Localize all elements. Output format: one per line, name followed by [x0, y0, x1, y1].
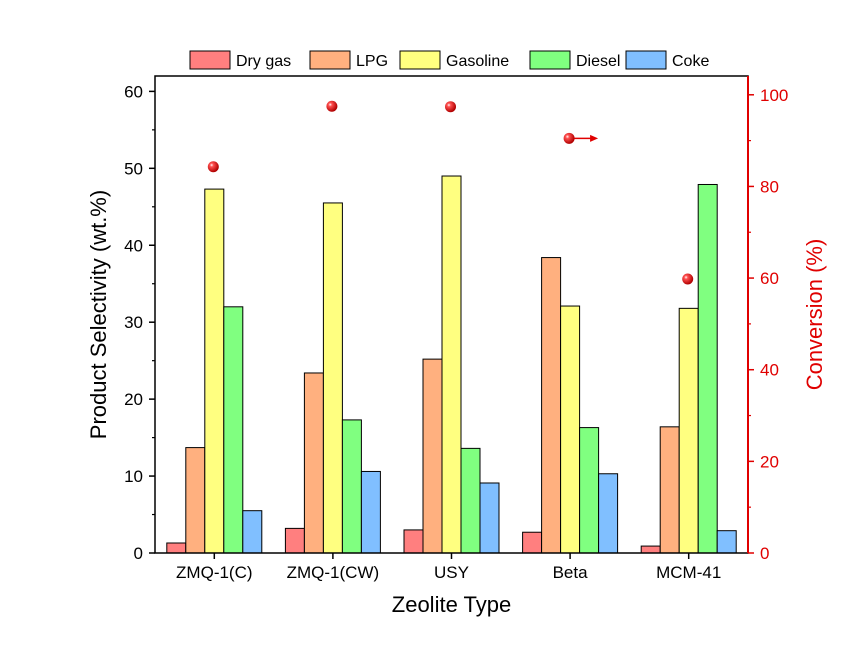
- bar-coke-3: [479, 482, 500, 554]
- x-tick-label: Beta: [553, 563, 589, 582]
- y-tick-label: 40: [124, 236, 143, 255]
- bar-lpg-1: [185, 447, 206, 554]
- y-tick-label: 0: [134, 544, 143, 563]
- y-right-tick-label: 100: [760, 86, 788, 105]
- axis-indicator-arrow-head: [590, 134, 599, 142]
- bar-dry-gas-1: [166, 542, 187, 554]
- x-axis-title: Zeolite Type: [392, 592, 511, 617]
- x-tick-label: ZMQ-1(C): [176, 563, 252, 582]
- conversion-point-2: [326, 100, 338, 112]
- bar-coke-1: [242, 510, 263, 554]
- bar-gasoline-1: [204, 188, 225, 554]
- y-tick-label: 60: [124, 82, 143, 101]
- x-tick-label: USY: [434, 563, 469, 582]
- bar-gasoline-4: [560, 305, 581, 554]
- legend-swatch-gasoline: [399, 50, 441, 70]
- bar-coke-4: [598, 473, 619, 554]
- legend: Dry gas LPG Gasoline Diesel Coke: [189, 50, 709, 70]
- right-axis: 0 20 40 60 80 100: [747, 76, 788, 563]
- conversion-point-1: [207, 161, 219, 173]
- y-axis-right-title: Conversion (%): [802, 239, 827, 391]
- left-axis: 0 10 20 30 40 50 60: [124, 82, 155, 563]
- y-tick-label: 20: [124, 390, 143, 409]
- bar-dry-gas-4: [522, 531, 543, 554]
- bar-diesel-3: [460, 447, 481, 554]
- conversion-point-3: [445, 101, 456, 113]
- y-right-tick-label: 40: [760, 361, 779, 380]
- bar-gasoline-2: [322, 202, 343, 554]
- bar-lpg-2: [303, 372, 324, 554]
- bar-lpg-5: [659, 426, 680, 554]
- bar-dry-gas-5: [640, 545, 661, 554]
- bar-lpg-3: [422, 358, 443, 554]
- x-tick-label: MCM-41: [656, 563, 721, 582]
- x-tick-label: ZMQ-1(CW): [287, 563, 380, 582]
- y-tick-label: 50: [124, 159, 143, 178]
- y-axis-title: Product Selectivity (wt.%): [86, 190, 111, 439]
- bar-diesel-4: [579, 427, 600, 554]
- x-axis: ZMQ-1(C) ZMQ-1(CW) USY Beta MCM-41: [176, 553, 721, 582]
- conversion-point-4: [563, 132, 575, 144]
- legend-swatch-dry-gas: [189, 50, 231, 70]
- bar-coke-2: [360, 470, 381, 554]
- y-right-tick-label: 0: [760, 544, 769, 563]
- y-right-tick-label: 80: [760, 177, 779, 196]
- bar-dry-gas-2: [284, 527, 305, 554]
- y-tick-label: 10: [124, 467, 143, 486]
- legend-swatch-diesel: [529, 50, 571, 70]
- bar-diesel-1: [223, 306, 244, 554]
- bar-diesel-5: [697, 183, 718, 554]
- legend-label-gasoline: Gasoline: [446, 53, 509, 70]
- bar-lpg-4: [541, 257, 562, 554]
- legend-label-lpg: LPG: [356, 53, 388, 70]
- bar-dry-gas-3: [403, 529, 424, 554]
- y-right-tick-label: 60: [760, 269, 779, 288]
- bar-gasoline-5: [678, 307, 699, 554]
- bars: [166, 175, 737, 554]
- y-tick-label: 30: [124, 313, 143, 332]
- bar-coke-5: [716, 530, 737, 554]
- y-right-tick-label: 20: [760, 452, 779, 471]
- legend-label-dry-gas: Dry gas: [236, 53, 291, 70]
- bar-diesel-2: [341, 419, 362, 554]
- legend-swatch-lpg: [309, 50, 351, 70]
- conversion-points: [207, 100, 694, 285]
- legend-swatch-coke: [625, 50, 667, 70]
- legend-label-diesel: Diesel: [576, 53, 620, 70]
- legend-label-coke: Coke: [672, 53, 709, 70]
- bar-gasoline-3: [441, 175, 462, 554]
- conversion-point-5: [682, 273, 694, 285]
